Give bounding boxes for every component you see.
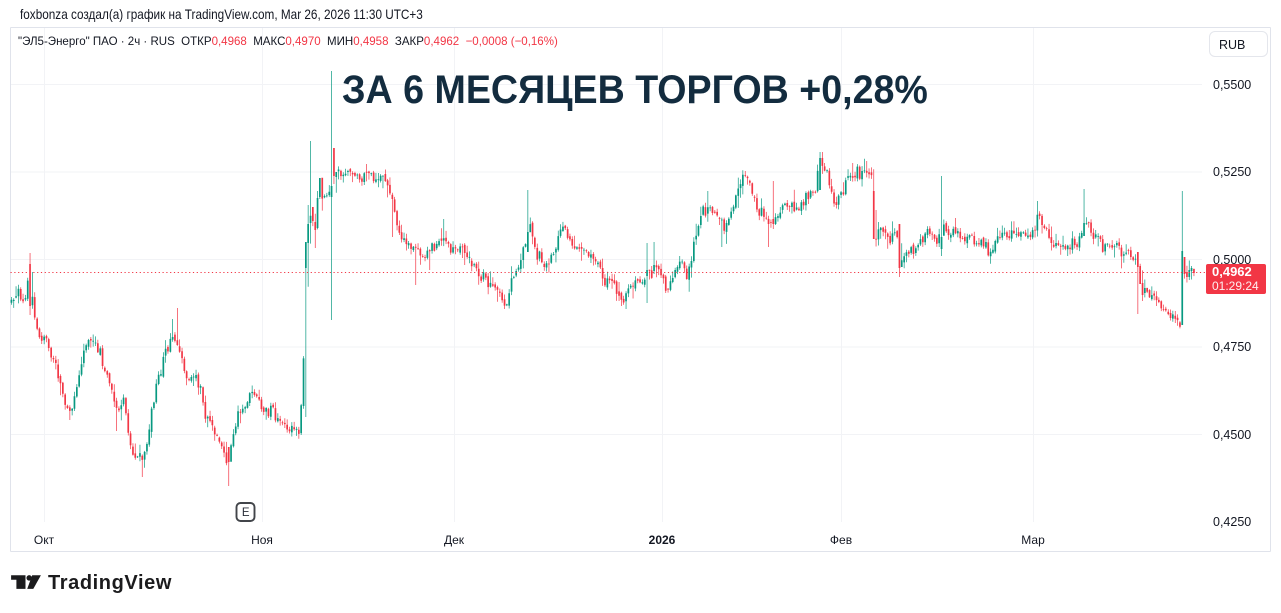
svg-text:E: E: [242, 507, 250, 519]
